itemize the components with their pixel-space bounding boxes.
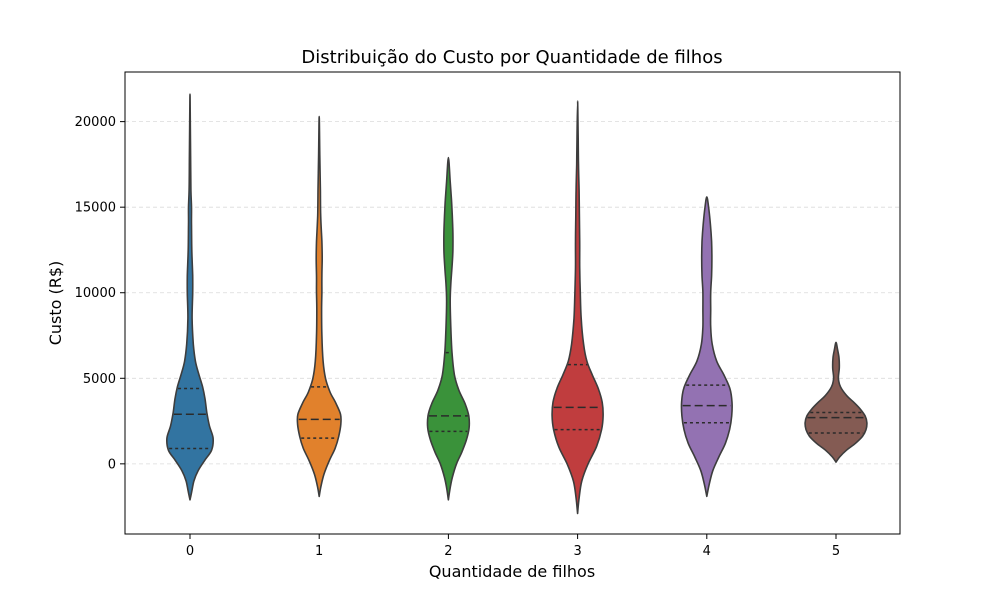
violin-0 — [166, 93, 214, 501]
grid-lines — [125, 121, 900, 465]
violin-body — [680, 196, 733, 498]
violin-body — [804, 341, 868, 463]
y-axis-ticks: 0 5000 10000 15000 20000 — [75, 115, 125, 472]
x-tick-label: 5 — [832, 544, 840, 559]
x-axis-label: Quantidade de filhos — [429, 562, 595, 581]
violins — [166, 93, 868, 515]
x-tick-label: 4 — [703, 544, 711, 559]
violin-1 — [296, 115, 342, 498]
y-tick-label: 15000 — [75, 201, 116, 216]
violin-2 — [426, 156, 471, 501]
x-tick-label: 0 — [186, 544, 194, 559]
chart-title: Distribuição do Custo por Quantidade de … — [301, 47, 722, 68]
plot-frame — [124, 71, 901, 535]
y-axis-label: Custo (R$) — [46, 261, 65, 346]
violin-3 — [551, 100, 604, 515]
x-tick-label: 2 — [444, 544, 452, 559]
violin-body — [426, 156, 471, 501]
x-tick-label: 1 — [315, 544, 323, 559]
violin-body — [296, 115, 342, 498]
y-tick-label: 20000 — [75, 115, 116, 130]
violin-4 — [680, 196, 733, 498]
y-tick-label: 0 — [108, 457, 116, 472]
violin-body — [166, 93, 214, 501]
x-axis-ticks: 0 1 2 3 4 5 — [186, 534, 840, 559]
y-tick-label: 10000 — [75, 286, 116, 301]
y-tick-label: 5000 — [83, 372, 116, 387]
x-tick-label: 3 — [573, 544, 581, 559]
violin-body — [551, 100, 604, 515]
violin-5 — [804, 341, 868, 463]
